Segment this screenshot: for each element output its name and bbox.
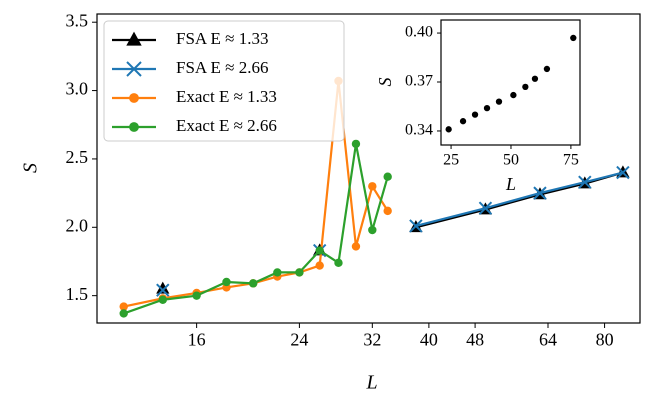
marker [315,246,324,255]
marker [368,182,377,191]
marker [478,201,493,215]
x-tick-label: 50 [503,152,519,169]
y-axis-label: S [20,163,42,173]
y-tick-label: 0.37 [405,73,433,90]
x-tick-label: 32 [363,330,381,350]
marker [156,283,170,297]
y-tick-label: 0.40 [405,24,433,41]
legend-label: Exact E ≈ 1.33 [176,87,277,106]
legend-label: FSA E ≈ 2.66 [176,58,268,77]
y-axis-label: S [375,78,395,87]
legend-label: Exact E ≈ 2.66 [176,116,277,135]
axes-frame [96,13,641,324]
marker [126,61,142,77]
inset-background [441,20,580,145]
y-tick-label: 2.5 [66,147,89,167]
x-tick-label: 80 [596,330,614,350]
x-tick-label: 25 [443,152,459,169]
marker [510,91,517,99]
marker [409,219,423,233]
y-tick-label: 3.0 [66,79,89,99]
marker [531,75,539,82]
x-tick-label: 16 [188,330,206,350]
marker [383,172,392,181]
marker [295,268,304,277]
marker [495,98,503,105]
marker [522,83,529,91]
marker [383,206,392,216]
x-tick-label: 40 [420,330,438,350]
marker [578,175,592,189]
marker [119,309,128,318]
y-tick-label: 2.0 [66,215,89,235]
legend-box [103,20,345,142]
x-tick-label: 24 [290,330,308,350]
marker [315,261,324,270]
marker [334,258,343,268]
marker [533,186,547,200]
y-tick-label: 1.5 [66,284,89,304]
series-line [123,143,389,315]
marker [351,242,361,251]
y-tick-label: 0.34 [405,122,433,139]
marker [129,122,139,132]
marker [248,279,258,288]
x-tick-label: 64 [539,330,557,350]
marker [126,31,142,46]
marker [483,104,491,112]
marker [570,34,577,42]
marker [158,295,167,304]
x-axis-label: L [365,372,377,394]
x-tick-label: 75 [563,152,579,169]
marker [156,281,170,294]
marker [192,291,201,300]
marker [119,302,128,311]
marker [445,126,452,133]
marker [459,118,467,125]
marker [351,139,361,149]
marker [616,165,630,180]
y-tick-label: 3.5 [66,10,89,30]
x-axis-label: L [505,174,516,194]
marker [273,268,282,277]
marker [222,277,231,287]
marker [129,93,139,103]
series-line [415,171,624,227]
legend-label: FSA E ≈ 1.33 [176,29,268,48]
marker [368,225,377,235]
marker [471,111,479,118]
marker [543,65,551,73]
x-tick-label: 48 [466,330,484,350]
series-line [123,80,389,308]
